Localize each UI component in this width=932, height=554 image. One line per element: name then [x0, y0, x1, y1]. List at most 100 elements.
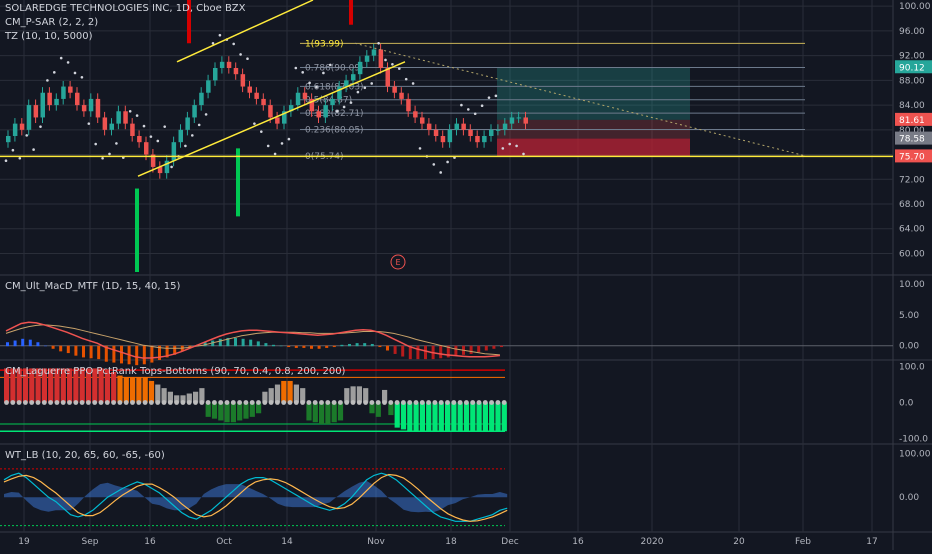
x-tick-label: Feb — [795, 537, 811, 547]
y-tick-label: 96.00 — [899, 27, 925, 37]
macd-line — [5, 321, 501, 359]
macd-histogram-bar — [310, 345, 313, 349]
candle-body — [282, 111, 287, 124]
laguerre-bar — [174, 395, 180, 403]
sar-dot — [515, 144, 518, 148]
sar-dot — [418, 147, 422, 150]
laguerre-zero-dot — [413, 400, 419, 405]
laguerre-bar — [287, 380, 293, 403]
sar-dot — [384, 58, 387, 62]
wt-tick-label: 100.00 — [899, 450, 931, 460]
fib-label: 0.618(87.03) — [305, 82, 364, 92]
macd-histogram-bar — [165, 345, 169, 358]
sar-dot — [342, 105, 346, 109]
laguerre-bar — [79, 368, 85, 403]
sar-dot — [191, 134, 194, 137]
candle-body — [337, 86, 342, 99]
laguerre-bar — [375, 402, 381, 417]
x-tick-label: 19 — [18, 537, 30, 547]
laguerre-bar — [130, 377, 136, 403]
candle-body — [137, 136, 142, 143]
macd-histogram-bar — [393, 345, 397, 354]
laguerre-bar — [293, 384, 299, 403]
macd-histogram-bar — [66, 345, 70, 354]
sar-dot — [501, 147, 505, 150]
laguerre-bar — [243, 402, 249, 419]
laguerre-zero-dot — [48, 400, 53, 405]
laguerre-zero-dot — [123, 400, 129, 405]
candle-body — [254, 92, 259, 99]
laguerre-zero-dot — [338, 400, 343, 405]
laguerre-bar — [104, 370, 110, 403]
macd-histogram-bar — [416, 345, 420, 360]
sar-dot — [260, 130, 263, 133]
fib-label: 0.5(84.87) — [305, 96, 352, 106]
price-label: 75.70 — [899, 152, 925, 162]
laguerre-tick-label: 0.0 — [899, 399, 914, 409]
macd-histogram-bar — [401, 345, 405, 357]
x-tick-label: 17 — [866, 537, 877, 547]
laguerre-bar — [41, 368, 47, 403]
laguerre-bar — [274, 384, 281, 403]
candle-body — [150, 154, 156, 167]
macd-histogram-bar — [386, 345, 389, 351]
candle-body — [495, 129, 501, 131]
laguerre-pane-label: CM_Laguerre PPO PctRank Tops-Bottoms (90… — [5, 366, 346, 377]
macd-histogram-bar — [484, 345, 488, 351]
candle-body — [433, 129, 439, 136]
laguerre-bar — [438, 402, 444, 432]
laguerre-zero-dot — [218, 400, 224, 405]
sar-dot — [253, 122, 256, 125]
laguerre-zero-dot — [325, 400, 331, 405]
laguerre-bar — [29, 368, 35, 403]
laguerre-zero-dot — [186, 400, 192, 405]
laguerre-zero-dot — [482, 400, 488, 405]
candle-body — [226, 61, 232, 68]
macd-histogram-bar — [492, 345, 496, 349]
macd-histogram-bar — [158, 345, 161, 360]
macd-histogram-bar — [264, 343, 268, 347]
macd-signal-line — [5, 324, 501, 356]
sar-dot — [156, 139, 160, 143]
sar-dot — [197, 123, 201, 127]
laguerre-zero-dot — [331, 400, 337, 405]
laguerre-bar — [180, 395, 186, 403]
x-tick-label: Nov — [367, 537, 385, 547]
laguerre-zero-dot — [382, 400, 387, 405]
macd-histogram-bar — [500, 345, 503, 348]
y-tick-label: 72.00 — [899, 175, 925, 185]
laguerre-zero-dot — [388, 400, 394, 405]
laguerre-bar — [4, 368, 10, 403]
candle-body — [54, 98, 59, 106]
laguerre-zero-dot — [224, 400, 230, 405]
candle-body — [371, 49, 377, 56]
y-tick-label: 88.00 — [899, 76, 925, 86]
candle-body — [157, 166, 163, 174]
sar-dot — [322, 71, 325, 75]
laguerre-bar — [35, 368, 41, 403]
macd-histogram-bar — [21, 338, 25, 347]
laguerre-zero-dot — [161, 400, 167, 405]
sar-dot — [460, 103, 463, 107]
sar-dot — [163, 125, 166, 129]
macd-histogram-bar — [104, 345, 108, 362]
laguerre-bar — [205, 402, 211, 417]
sar-dot — [32, 148, 35, 151]
x-tick-label: 16 — [144, 537, 156, 547]
sar-dot — [391, 62, 394, 66]
laguerre-zero-dot — [23, 400, 28, 405]
laguerre-zero-dot — [193, 400, 198, 405]
laguerre-bar — [237, 402, 243, 421]
macd-histogram-bar — [28, 339, 32, 347]
sar-dot — [232, 42, 235, 46]
laguerre-bar — [400, 402, 407, 430]
sar-dot — [329, 63, 332, 67]
laguerre-zero-dot — [394, 400, 400, 405]
x-tick-label: Dec — [501, 537, 518, 547]
laguerre-bar — [123, 377, 129, 403]
sar-dot — [115, 142, 118, 145]
macd-histogram-bar — [97, 345, 101, 360]
laguerre-zero-dot — [41, 400, 47, 405]
laguerre-zero-dot — [457, 400, 463, 405]
sar-dot — [446, 160, 449, 164]
